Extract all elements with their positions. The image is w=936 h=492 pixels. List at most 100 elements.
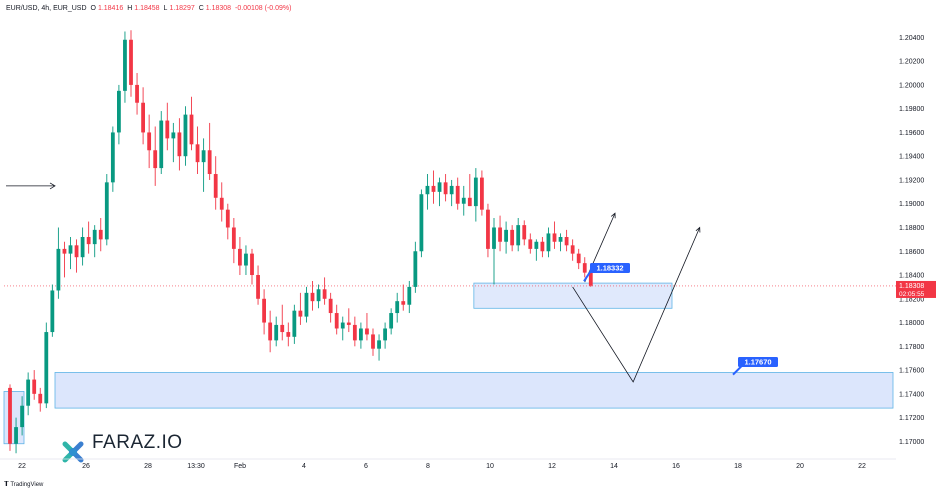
candle-body bbox=[104, 182, 109, 240]
candle-body bbox=[498, 227, 502, 242]
candle-body bbox=[219, 197, 224, 210]
candle-body bbox=[92, 229, 97, 245]
candle-body bbox=[413, 251, 418, 287]
candle-body bbox=[455, 185, 460, 204]
candle-body bbox=[516, 225, 521, 246]
candle-body bbox=[510, 229, 515, 246]
candle-body bbox=[582, 263, 587, 273]
candle-body bbox=[534, 241, 539, 249]
candle-body bbox=[14, 427, 18, 444]
candle-body bbox=[359, 328, 363, 341]
candle-body bbox=[316, 289, 321, 302]
candle-body bbox=[135, 84, 139, 103]
target-price-label-bg bbox=[738, 356, 778, 367]
candle-body bbox=[340, 322, 345, 329]
candle-body bbox=[117, 90, 121, 133]
candle-body bbox=[395, 301, 400, 314]
candle-body bbox=[588, 272, 593, 286]
time-tick-label: 18 bbox=[734, 463, 742, 470]
price-tick-label: 1.17000 bbox=[899, 439, 924, 446]
price-tick-label: 1.17400 bbox=[899, 391, 924, 398]
candle-body bbox=[286, 332, 291, 337]
candle-body bbox=[159, 120, 164, 169]
low-value: 1.18297 bbox=[169, 5, 195, 12]
candle-body bbox=[250, 253, 254, 276]
price-tick-label: 1.17600 bbox=[899, 368, 924, 375]
candle-body bbox=[461, 197, 466, 204]
bullish-path-arrowhead bbox=[610, 212, 616, 219]
time-tick-label: 8 bbox=[426, 463, 430, 470]
close-label: C bbox=[198, 5, 204, 12]
candle-body bbox=[123, 39, 127, 91]
candle-body bbox=[431, 185, 436, 192]
symbol-label[interactable]: EUR/USD, 4h, EUR_USD bbox=[6, 5, 87, 12]
candle-body bbox=[280, 324, 285, 333]
candle-body bbox=[564, 237, 569, 246]
upper-zone-price-label: 1.18332 bbox=[596, 264, 623, 273]
tradingview-label: TradingView bbox=[10, 482, 44, 488]
target-price-label: 1.17670 bbox=[744, 357, 771, 366]
candle-body bbox=[231, 227, 236, 249]
candle-body bbox=[437, 182, 442, 192]
price-tick-label: 1.20200 bbox=[899, 59, 924, 66]
time-tick-label: 26 bbox=[82, 463, 90, 470]
time-axis: 22 26 28 13:30 Feb 4 6 8 10 12 14 16 18 20 22 bbox=[0, 458, 896, 470]
candle-body bbox=[365, 328, 369, 335]
chart-header: EUR/USD, 4h, EUR_USD O 1.18416 H 1.18458 L… bbox=[6, 5, 293, 12]
faraz-logo-text: FARAZ.IO bbox=[92, 432, 183, 453]
candle-body bbox=[213, 174, 218, 198]
candle-body bbox=[147, 132, 152, 151]
candle-body bbox=[38, 393, 43, 404]
candle-body bbox=[153, 150, 158, 169]
time-tick-label: Feb bbox=[234, 463, 246, 470]
candle-body bbox=[425, 185, 430, 195]
high-value: 1.18458 bbox=[134, 5, 160, 12]
price-tick-label: 1.20000 bbox=[899, 82, 924, 89]
current-price-label: 1.18308 bbox=[899, 283, 924, 290]
candle-body bbox=[274, 324, 279, 341]
candle-body bbox=[74, 245, 79, 258]
price-tick-label: 1.19200 bbox=[899, 177, 924, 184]
candle-body bbox=[256, 275, 260, 299]
candle-body bbox=[352, 324, 357, 341]
candle-body bbox=[473, 177, 478, 207]
candle-body bbox=[334, 313, 339, 329]
price-tick-label: 1.17200 bbox=[899, 415, 924, 422]
price-tick-label: 1.19000 bbox=[899, 201, 924, 208]
candle-body bbox=[371, 334, 375, 349]
candle-body bbox=[310, 292, 315, 302]
logo-core bbox=[69, 448, 77, 456]
time-tick-label: 10 bbox=[486, 463, 494, 470]
candle-body bbox=[389, 313, 394, 329]
price-tick-label: 1.18000 bbox=[899, 320, 924, 327]
change-value: -0.00108 (-0.09%) bbox=[235, 5, 292, 12]
open-value: 1.18416 bbox=[97, 5, 124, 12]
time-tick-label: 28 bbox=[144, 463, 152, 470]
candle-body bbox=[62, 248, 67, 254]
candle-body bbox=[129, 39, 133, 85]
countdown-label: 02:05:55 bbox=[899, 291, 925, 298]
candle-body bbox=[467, 197, 472, 207]
tradingview-logo-icon: 𝗧 bbox=[4, 481, 9, 488]
candle-body bbox=[480, 177, 484, 210]
candle-body bbox=[504, 229, 508, 242]
candle-body bbox=[262, 298, 266, 323]
candle-body bbox=[68, 245, 73, 254]
candle-body bbox=[540, 241, 545, 252]
price-tick-label: 1.19800 bbox=[899, 106, 924, 113]
high-label: H bbox=[127, 5, 133, 12]
candle-body bbox=[268, 322, 273, 341]
price-tick-label: 1.19600 bbox=[899, 130, 924, 137]
time-tick-label: 13:30 bbox=[187, 463, 205, 470]
price-tick-label: 1.18800 bbox=[899, 225, 924, 232]
time-tick-label: 20 bbox=[796, 463, 804, 470]
tradingview-brand[interactable]: 𝗧 TradingView bbox=[4, 480, 43, 488]
candle-body bbox=[522, 225, 527, 240]
candle-body bbox=[110, 132, 115, 183]
candle-body bbox=[419, 194, 424, 252]
candle-body bbox=[56, 248, 61, 291]
candle-body bbox=[177, 132, 182, 157]
price-tick-label: 1.18400 bbox=[899, 273, 924, 280]
time-tick-label: 6 bbox=[364, 463, 368, 470]
